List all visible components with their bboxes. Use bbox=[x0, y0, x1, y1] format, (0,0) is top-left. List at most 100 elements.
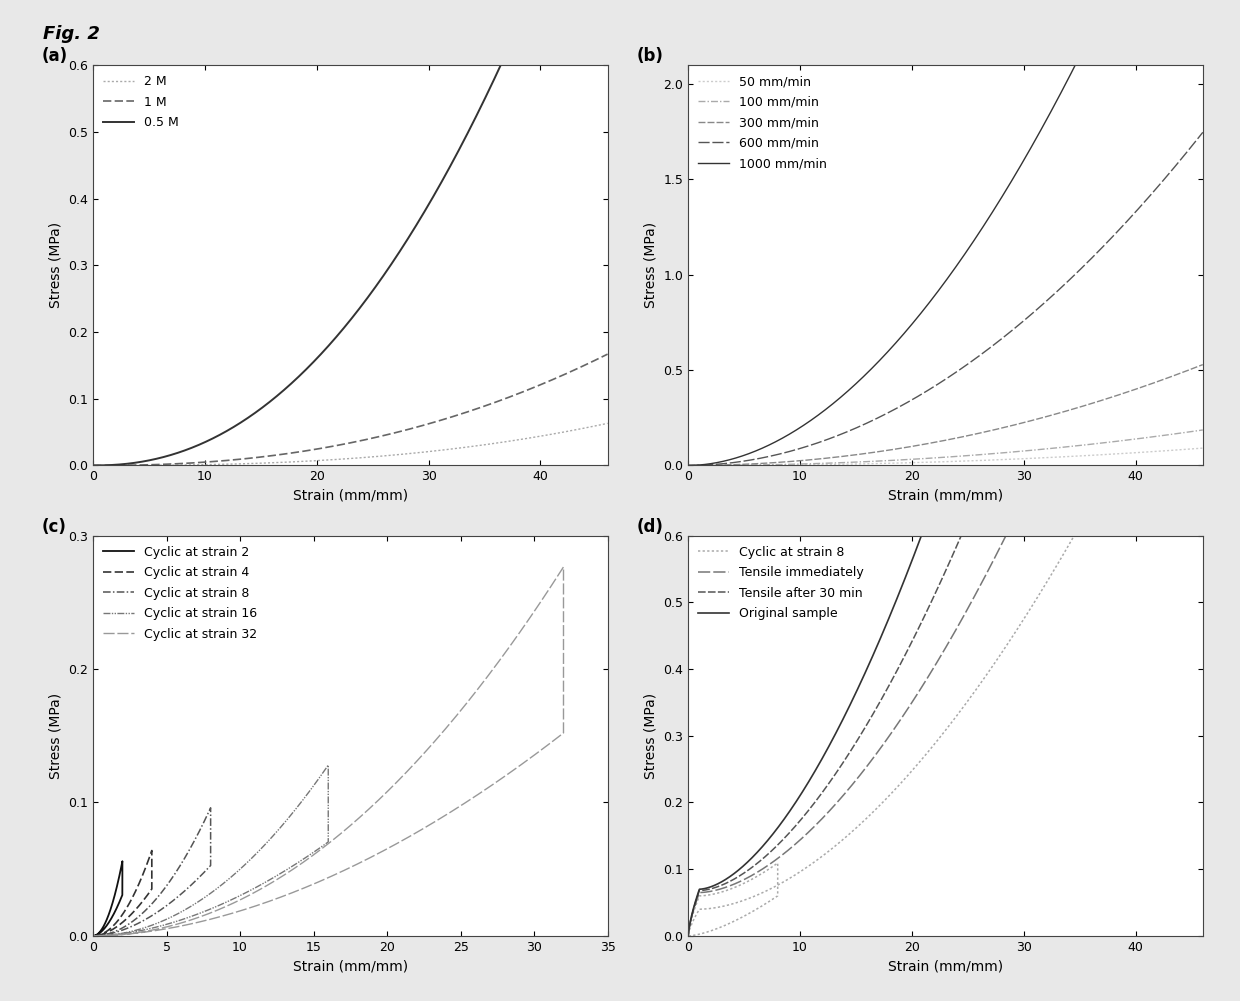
50 mm/min bbox=[1195, 442, 1210, 454]
X-axis label: Strain (mm/mm): Strain (mm/mm) bbox=[888, 488, 1003, 503]
Cyclic at strain 8 bbox=[1032, 590, 1047, 602]
600 mm/min bbox=[707, 458, 722, 470]
Tensile immediately bbox=[1195, 49, 1210, 61]
Cyclic at strain 2 bbox=[109, 903, 124, 915]
Cyclic at strain 32 bbox=[312, 876, 327, 888]
Tensile after 30 min bbox=[1130, 34, 1145, 46]
Line: 300 mm/min: 300 mm/min bbox=[688, 364, 1203, 465]
Cyclic at strain 8 bbox=[905, 764, 920, 776]
Cyclic at strain 4 bbox=[128, 904, 143, 916]
Y-axis label: Stress (MPa): Stress (MPa) bbox=[48, 222, 62, 308]
Line: 0.5 M: 0.5 M bbox=[93, 0, 608, 465]
Line: Cyclic at strain 2: Cyclic at strain 2 bbox=[93, 861, 123, 936]
Tensile after 30 min bbox=[681, 930, 696, 942]
X-axis label: Strain (mm/mm): Strain (mm/mm) bbox=[293, 959, 408, 973]
600 mm/min bbox=[1180, 145, 1195, 157]
Tensile after 30 min bbox=[739, 865, 754, 877]
0.5 M bbox=[491, 65, 506, 77]
Cyclic at strain 8 bbox=[86, 930, 100, 942]
X-axis label: Strain (mm/mm): Strain (mm/mm) bbox=[293, 488, 408, 503]
Line: Tensile after 30 min: Tensile after 30 min bbox=[688, 0, 1203, 936]
Cyclic at strain 2 bbox=[107, 907, 122, 919]
0.5 M bbox=[86, 459, 100, 471]
Cyclic at strain 32 bbox=[480, 783, 495, 795]
Cyclic at strain 8 bbox=[1085, 498, 1100, 511]
1 M bbox=[322, 440, 337, 452]
Legend: 50 mm/min, 100 mm/min, 300 mm/min, 600 mm/min, 1000 mm/min: 50 mm/min, 100 mm/min, 300 mm/min, 600 m… bbox=[694, 71, 831, 174]
Cyclic at strain 16 bbox=[255, 877, 270, 889]
Cyclic at strain 8 bbox=[118, 923, 133, 935]
600 mm/min bbox=[681, 459, 696, 471]
Line: 50 mm/min: 50 mm/min bbox=[688, 448, 1203, 465]
Cyclic at strain 4 bbox=[93, 929, 108, 941]
Cyclic at strain 8 bbox=[177, 885, 192, 897]
2 M bbox=[585, 420, 600, 432]
Cyclic at strain 4 bbox=[131, 900, 146, 912]
Cyclic at strain 2 bbox=[99, 919, 114, 931]
2 M bbox=[322, 453, 337, 465]
1 M bbox=[112, 459, 126, 471]
1 M bbox=[585, 355, 600, 367]
Y-axis label: Stress (MPa): Stress (MPa) bbox=[644, 693, 657, 779]
Cyclic at strain 8 bbox=[203, 802, 218, 814]
Cyclic at strain 16 bbox=[86, 930, 100, 942]
Cyclic at strain 4 bbox=[144, 845, 159, 857]
50 mm/min bbox=[707, 459, 722, 471]
100 mm/min bbox=[681, 459, 696, 471]
Cyclic at strain 8 bbox=[1195, 277, 1210, 289]
2 M bbox=[336, 453, 351, 465]
Cyclic at strain 8 bbox=[100, 928, 115, 940]
0.5 M bbox=[336, 322, 351, 334]
Cyclic at strain 16 bbox=[198, 905, 213, 917]
50 mm/min bbox=[931, 455, 946, 467]
Line: 100 mm/min: 100 mm/min bbox=[688, 430, 1203, 465]
Cyclic at strain 4 bbox=[102, 925, 117, 937]
300 mm/min bbox=[1180, 364, 1195, 376]
Cyclic at strain 32 bbox=[144, 924, 159, 936]
50 mm/min bbox=[1180, 443, 1195, 455]
600 mm/min bbox=[931, 377, 946, 389]
600 mm/min bbox=[1195, 126, 1210, 138]
1000 mm/min bbox=[918, 302, 932, 314]
Cyclic at strain 2 bbox=[110, 900, 125, 912]
Text: (b): (b) bbox=[637, 47, 663, 65]
100 mm/min bbox=[1180, 426, 1195, 438]
1 M bbox=[336, 438, 351, 450]
Text: Fig. 2: Fig. 2 bbox=[43, 25, 100, 43]
1 M bbox=[491, 395, 506, 407]
100 mm/min bbox=[918, 452, 932, 464]
Line: 2 M: 2 M bbox=[93, 423, 608, 465]
Legend: Cyclic at strain 2, Cyclic at strain 4, Cyclic at strain 8, Cyclic at strain 16,: Cyclic at strain 2, Cyclic at strain 4, … bbox=[99, 542, 262, 645]
Tensile immediately bbox=[878, 735, 893, 747]
Cyclic at strain 32 bbox=[86, 930, 100, 942]
1000 mm/min bbox=[931, 284, 946, 296]
Original sample bbox=[681, 930, 696, 942]
Line: Tensile immediately: Tensile immediately bbox=[688, 55, 1203, 936]
2 M bbox=[585, 420, 600, 432]
2 M bbox=[112, 459, 126, 471]
1000 mm/min bbox=[681, 459, 696, 471]
300 mm/min bbox=[1180, 364, 1195, 376]
Cyclic at strain 16 bbox=[86, 930, 100, 942]
Cyclic at strain 4 bbox=[86, 930, 100, 942]
Original sample bbox=[770, 822, 785, 834]
1 M bbox=[86, 459, 100, 471]
0.5 M bbox=[112, 458, 126, 470]
Original sample bbox=[739, 857, 754, 869]
1000 mm/min bbox=[707, 457, 722, 469]
Tensile immediately bbox=[1185, 77, 1200, 89]
Cyclic at strain 8 bbox=[143, 911, 157, 923]
Text: (d): (d) bbox=[637, 518, 663, 536]
Cyclic at strain 32 bbox=[556, 561, 570, 573]
Line: Cyclic at strain 8: Cyclic at strain 8 bbox=[688, 283, 1203, 936]
1 M bbox=[600, 348, 615, 360]
X-axis label: Strain (mm/mm): Strain (mm/mm) bbox=[888, 959, 1003, 973]
2 M bbox=[491, 436, 506, 448]
300 mm/min bbox=[1086, 397, 1101, 409]
Tensile immediately bbox=[681, 930, 696, 942]
Text: (c): (c) bbox=[41, 518, 67, 536]
Line: Cyclic at strain 16: Cyclic at strain 16 bbox=[93, 765, 329, 936]
300 mm/min bbox=[918, 438, 932, 450]
Line: Original sample: Original sample bbox=[688, 0, 1203, 936]
Cyclic at strain 2 bbox=[89, 929, 104, 941]
